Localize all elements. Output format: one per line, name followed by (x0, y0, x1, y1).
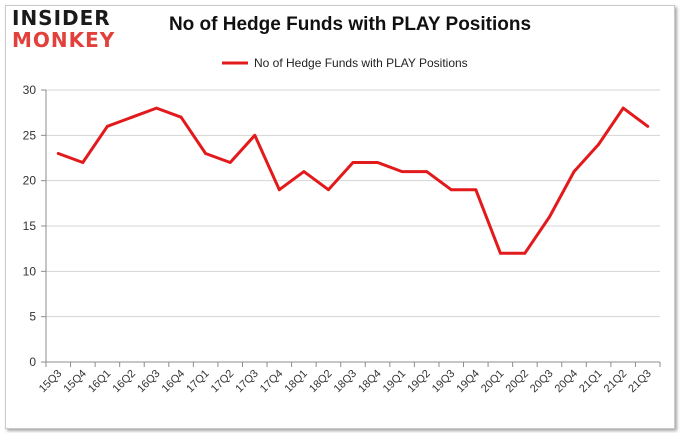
x-tick-label: 16Q3 (135, 368, 163, 396)
x-tick-label: 15Q3 (37, 368, 65, 396)
data-point (646, 124, 650, 128)
x-tick-label: 18Q1 (282, 368, 310, 396)
data-point (621, 106, 625, 110)
x-tick-label: 19Q2 (405, 368, 433, 396)
data-point (56, 152, 60, 155)
x-tick-label: 16Q1 (86, 368, 114, 396)
x-tick-label: 16Q2 (111, 368, 139, 396)
x-tick-label: 15Q4 (61, 368, 89, 396)
x-tick-label: 18Q3 (332, 368, 360, 396)
data-point (81, 161, 85, 164)
x-tick-label: 17Q3 (233, 368, 261, 396)
data-point (572, 170, 576, 174)
y-tick-label: 10 (23, 264, 37, 278)
x-tick-label: 17Q1 (184, 368, 212, 396)
insider-monkey-logo: INSIDER MONKEY (12, 8, 130, 50)
data-point (277, 188, 281, 192)
x-tick-label: 19Q3 (430, 368, 458, 396)
data-point (548, 215, 551, 219)
logo-line-1: INSIDER (12, 6, 111, 30)
data-point (302, 170, 306, 174)
x-tick-label: 21Q2 (602, 368, 630, 396)
data-point (130, 115, 134, 119)
x-tick-label: 17Q2 (209, 368, 237, 396)
chart-border (5, 5, 675, 429)
logo-line-2: MONKEY (12, 28, 116, 52)
chart-title: No of Hedge Funds with PLAY Positions (168, 14, 532, 35)
y-tick-label: 20 (23, 174, 37, 188)
x-tick-label: 21Q1 (577, 368, 605, 396)
y-tick-label: 25 (23, 128, 37, 142)
y-tick-label: 30 (23, 83, 37, 97)
data-point (228, 161, 232, 164)
data-point (425, 170, 429, 174)
data-point (106, 124, 109, 128)
x-tick-label: 18Q4 (356, 368, 384, 396)
x-tick-label: 20Q3 (528, 368, 556, 396)
data-point (523, 251, 527, 255)
y-tick-label: 15 (23, 219, 37, 233)
x-tick-label: 16Q4 (160, 368, 188, 396)
x-tick-label: 17Q4 (258, 368, 286, 396)
data-point (474, 188, 478, 192)
y-tick-label: 5 (29, 310, 36, 324)
x-tick-label: 20Q4 (553, 368, 581, 396)
x-tick-label: 21Q3 (626, 368, 654, 396)
data-point (498, 251, 502, 255)
x-tick-label: 18Q2 (307, 368, 335, 396)
x-tick-label: 19Q4 (454, 368, 482, 396)
data-point (597, 143, 600, 146)
y-tick-label: 0 (29, 355, 36, 369)
data-point (155, 106, 158, 110)
x-tick-label: 20Q1 (479, 368, 507, 396)
data-point (400, 170, 404, 174)
data-point (204, 152, 208, 155)
x-tick-label: 19Q1 (381, 368, 409, 396)
data-point (449, 188, 453, 192)
data-point (376, 161, 379, 164)
x-tick-label: 20Q2 (504, 368, 532, 396)
data-point (179, 115, 183, 119)
data-point (351, 161, 355, 164)
data-point (327, 188, 330, 192)
legend-label: No of Hedge Funds with PLAY Positions (254, 56, 468, 70)
data-point (253, 133, 257, 137)
